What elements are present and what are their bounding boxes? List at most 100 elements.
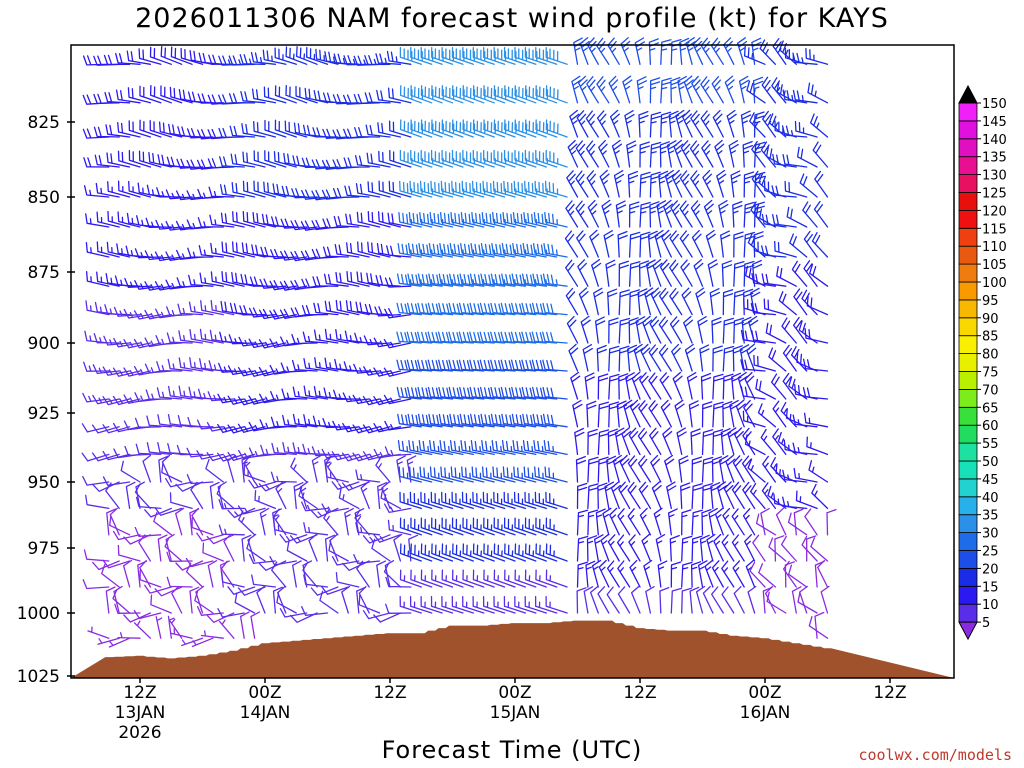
wind-barb bbox=[409, 180, 433, 198]
wind-barb bbox=[396, 302, 422, 316]
wind-barb bbox=[603, 230, 614, 258]
wind-barb bbox=[690, 561, 702, 588]
wind-barb bbox=[260, 246, 287, 258]
wind-barb bbox=[199, 328, 224, 344]
wind-barb bbox=[809, 263, 829, 287]
wind-barb bbox=[709, 288, 721, 316]
wind-barb bbox=[427, 331, 454, 344]
wind-barb bbox=[472, 569, 495, 588]
wind-barb bbox=[493, 119, 516, 138]
wind-barb bbox=[600, 533, 610, 562]
wind-barb bbox=[664, 454, 675, 483]
wind-barb bbox=[512, 440, 537, 456]
wind-barb bbox=[396, 331, 422, 344]
wind-barb bbox=[450, 466, 474, 483]
wind-barb bbox=[699, 534, 710, 562]
wind-barb bbox=[227, 507, 256, 519]
wind-barb bbox=[574, 427, 585, 456]
wind-barb bbox=[714, 139, 725, 168]
wind-barb bbox=[107, 181, 131, 198]
wind-barb bbox=[472, 47, 495, 65]
credit-link[interactable]: coolwx.com/models bbox=[858, 746, 1012, 764]
wind-barb bbox=[303, 358, 329, 372]
wind-barb bbox=[270, 390, 297, 402]
wind-barb bbox=[493, 491, 516, 510]
wind-barb bbox=[607, 37, 620, 65]
wind-barb bbox=[627, 455, 641, 483]
wind-barb bbox=[791, 586, 802, 614]
wind-barb bbox=[649, 77, 661, 104]
wind-barb bbox=[660, 111, 672, 138]
wind-barb bbox=[657, 560, 668, 588]
wind-barb bbox=[308, 533, 318, 562]
wind-barb bbox=[407, 243, 433, 258]
wind-barb bbox=[757, 403, 777, 428]
wind-barb bbox=[685, 37, 696, 65]
wind-barb bbox=[109, 515, 131, 536]
wind-barb bbox=[387, 212, 412, 228]
wind-barb bbox=[384, 277, 412, 288]
wind-barb bbox=[802, 201, 818, 228]
wind-barb bbox=[788, 376, 808, 400]
wind-barb bbox=[804, 508, 818, 536]
wind-barb bbox=[269, 556, 297, 566]
wind-barb bbox=[523, 466, 547, 483]
wind-barb bbox=[441, 47, 464, 65]
wind-barb bbox=[654, 229, 665, 258]
wind-barb bbox=[102, 424, 131, 434]
x-tick-label: 00Z bbox=[748, 683, 781, 703]
wind-barb bbox=[472, 149, 495, 168]
wind-barb bbox=[501, 440, 527, 456]
wind-barb bbox=[407, 386, 433, 400]
wind-barb bbox=[460, 211, 485, 228]
wind-barb bbox=[366, 152, 391, 168]
wind-barb bbox=[396, 455, 406, 483]
wind-barb bbox=[586, 76, 599, 104]
wind-barb bbox=[679, 37, 690, 65]
wind-barb bbox=[189, 357, 214, 372]
wind-barb bbox=[441, 596, 464, 614]
wind-barb bbox=[712, 401, 724, 428]
wind-barb bbox=[671, 343, 683, 372]
wind-barb bbox=[106, 241, 131, 258]
wind-barb bbox=[293, 482, 304, 510]
wind-barb bbox=[803, 412, 829, 428]
wind-barb bbox=[448, 386, 474, 400]
wind-barb bbox=[490, 331, 516, 344]
wind-barb bbox=[189, 328, 214, 344]
wind-barb bbox=[500, 331, 527, 344]
wind-barb bbox=[661, 229, 672, 258]
wind-barb bbox=[373, 533, 402, 543]
wind-barb bbox=[431, 569, 454, 588]
wind-barb bbox=[593, 287, 604, 316]
wind-barb bbox=[355, 469, 381, 483]
colorbar-swatch bbox=[958, 281, 978, 301]
colorbar-swatch bbox=[958, 120, 978, 140]
wind-barb bbox=[407, 273, 433, 287]
wind-barb bbox=[820, 585, 830, 614]
wind-barb bbox=[260, 444, 287, 456]
wind-barb bbox=[655, 534, 666, 562]
wind-barb bbox=[399, 517, 422, 536]
wind-barb bbox=[733, 586, 745, 614]
wind-barb bbox=[670, 587, 683, 614]
colorbar-swatch bbox=[958, 442, 978, 462]
wind-barb bbox=[263, 86, 287, 104]
wind-barb bbox=[712, 373, 724, 400]
wind-barb bbox=[169, 86, 193, 104]
wind-barb bbox=[440, 466, 464, 483]
wind-barb bbox=[492, 466, 516, 483]
wind-barb bbox=[420, 517, 443, 536]
wind-barb bbox=[606, 586, 620, 614]
wind-barb bbox=[727, 427, 738, 456]
y-axis: 825 850 875 900 925 950 975 1000 1025 bbox=[17, 113, 75, 687]
wind-barb bbox=[410, 543, 433, 562]
wind-barb bbox=[776, 82, 797, 104]
wind-barb bbox=[449, 243, 474, 258]
wind-barb bbox=[493, 596, 516, 614]
wind-barb bbox=[375, 274, 402, 287]
wind-barb bbox=[545, 47, 568, 65]
wind-barb bbox=[301, 157, 329, 168]
wind-barb bbox=[688, 400, 700, 428]
wind-barb bbox=[431, 119, 454, 138]
